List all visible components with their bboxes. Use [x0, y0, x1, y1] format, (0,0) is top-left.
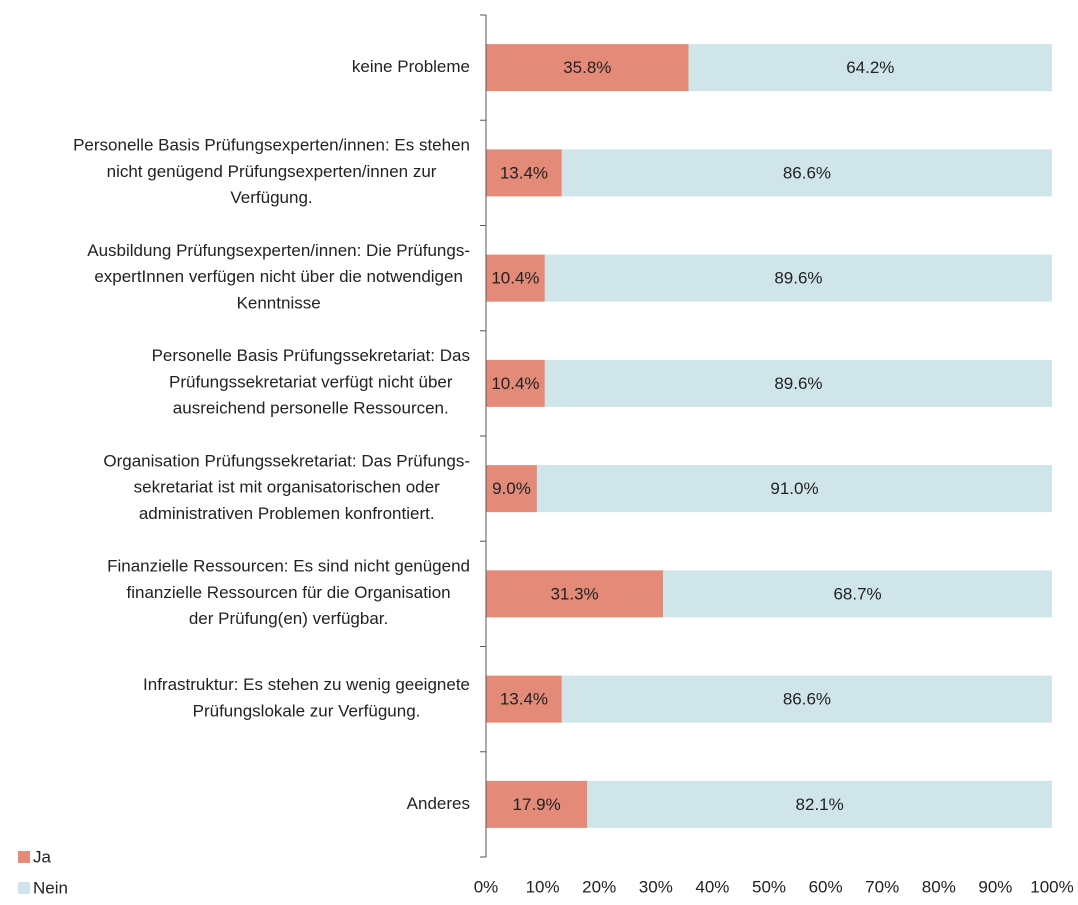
x-tick-label: 10%	[526, 877, 560, 896]
legend-label: Ja	[33, 847, 52, 866]
x-tick-label: 20%	[582, 877, 616, 896]
bar-segment	[544, 359, 1052, 407]
bar-segment	[561, 149, 1052, 197]
category-label: Personelle Basis Prüfungssekretariat: Da…	[152, 347, 470, 419]
category-label: keine Probleme	[352, 57, 470, 76]
data-label: 89.6%	[774, 374, 822, 393]
bar-segment	[486, 675, 562, 723]
bar-segment	[486, 780, 588, 828]
bar-segment	[486, 359, 545, 407]
bar-segment	[536, 465, 1052, 513]
bar-segment	[587, 780, 1052, 828]
category-label: Ausbildung Prüfungsexperten/innen: Die P…	[87, 241, 470, 313]
bar-segment	[486, 465, 537, 513]
x-tick-label: 100%	[1030, 877, 1073, 896]
x-tick-label: 90%	[978, 877, 1012, 896]
x-tick-label: 70%	[865, 877, 899, 896]
category-label: Anderes	[407, 794, 470, 813]
data-label: 10.4%	[491, 269, 539, 288]
data-label: 35.8%	[563, 58, 611, 77]
data-label: 9.0%	[492, 479, 531, 498]
bar-segment	[688, 44, 1052, 92]
data-label: 31.3%	[550, 584, 598, 603]
bar-segment	[486, 44, 689, 92]
data-label: 82.1%	[796, 795, 844, 814]
category-label: Organisation Prüfungssekretariat: Das Pr…	[103, 452, 470, 524]
data-label: 86.6%	[783, 690, 831, 709]
bar-segment	[486, 149, 562, 197]
bar-segment	[486, 570, 664, 618]
legend-label: Nein	[33, 878, 68, 897]
bar-segment	[561, 675, 1052, 723]
x-tick-label: 40%	[695, 877, 729, 896]
data-label: 91.0%	[770, 479, 818, 498]
category-label: Infrastruktur: Es stehen zu wenig geeign…	[143, 675, 470, 720]
legend-swatch	[18, 882, 30, 894]
bar-segment	[663, 570, 1052, 618]
x-tick-label: 50%	[752, 877, 786, 896]
data-label: 10.4%	[491, 374, 539, 393]
data-label: 13.4%	[500, 163, 548, 182]
data-label: 89.6%	[774, 269, 822, 288]
data-label: 13.4%	[500, 690, 548, 709]
data-label: 64.2%	[846, 58, 894, 77]
bar-segment	[544, 254, 1052, 302]
legend-swatch	[18, 851, 30, 863]
x-tick-label: 80%	[922, 877, 956, 896]
data-label: 68.7%	[833, 584, 881, 603]
x-tick-label: 30%	[639, 877, 673, 896]
bar-segment	[486, 254, 545, 302]
x-tick-label: 0%	[474, 877, 499, 896]
x-tick-label: 60%	[809, 877, 843, 896]
data-label: 86.6%	[783, 163, 831, 182]
category-label: Finanzielle Ressourcen: Es sind nicht ge…	[107, 557, 470, 629]
data-label: 17.9%	[513, 795, 561, 814]
category-label: Personelle Basis Prüfungsexperten/innen:…	[73, 136, 470, 208]
